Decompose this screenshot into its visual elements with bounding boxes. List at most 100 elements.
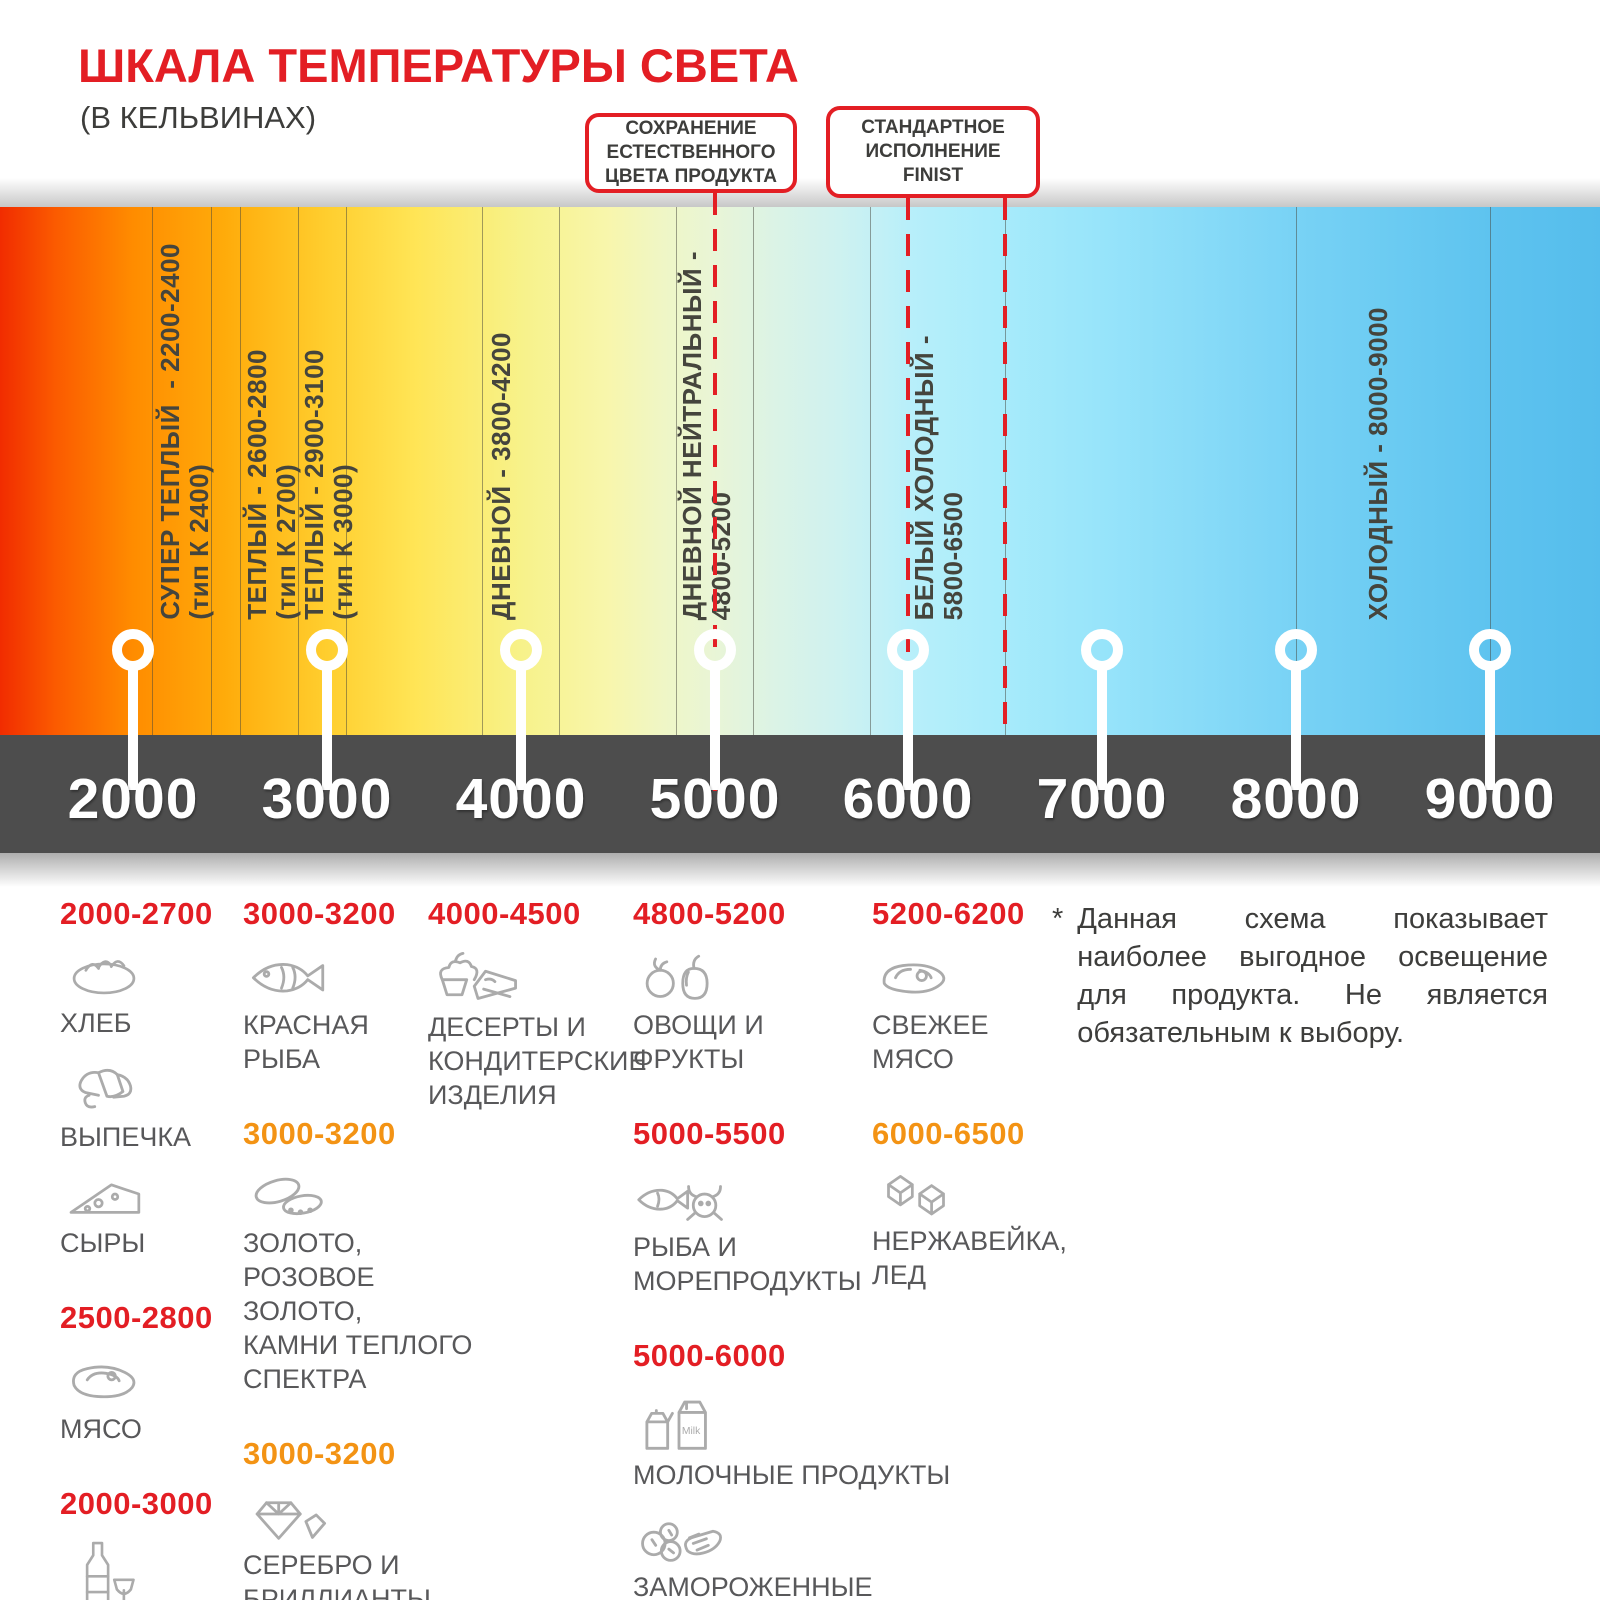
scale-marker-stem-9000k [1485,666,1495,790]
category-group: 4800-5200 ОВОЩИ И ФРУКТЫ [633,896,953,1076]
meat-icon [60,1348,245,1408]
kelvin-gradient-bar [0,207,1600,735]
category-item: КРАСНАЯ РЫБА [243,944,493,1076]
zone-label-6: ХОЛОДНЫЙ - 8000-9000 [1363,306,1393,620]
kelvin-range-heading: 2500-2800 [60,1300,213,1335]
category-item-label: МЯСО [60,1414,142,1444]
gridline-8000k [1296,207,1297,735]
kelvin-range-heading: 4000-4500 [428,896,581,931]
fresh-meat-icon [872,944,1052,1004]
category-group: 2500-2800 МЯСО [60,1300,245,1446]
axis-tick-6000: 6000 [842,767,974,831]
page-subtitle: (В КЕЛЬВИНАХ) [80,100,317,135]
category-item-label: ЗАМОРОЖЕННЫЕ ПОЛУФАБРИКАТЫ [633,1572,873,1600]
alcohol-icon [60,1534,245,1600]
axis-tick-7000: 7000 [1036,767,1168,831]
category-item: СЫРЫ [60,1166,245,1260]
gridline-4800k [676,207,677,735]
gridline-2850k [298,207,299,735]
kelvin-range-heading: 5200-6200 [872,896,1025,931]
category-group: 4000-4500 ДЕСЕРТЫ И КОНДИТЕРСКИЕ ИЗДЕЛИЯ [428,896,658,1112]
callout-finist-standard: СТАНДАРТНОЕ ИСПОЛНЕНИЕ FINIST [826,106,1040,198]
svg-text:Milk: Milk [682,1426,701,1437]
gridline-2100k [152,207,153,735]
kelvin-range-heading: 5000-6000 [633,1338,786,1373]
scale-marker-stem-4000k [516,666,526,790]
dashed-marker-line-5000k [713,193,717,792]
scale-marker-8000k [1275,629,1317,671]
category-item: РЫБА И МОРЕПРОДУКТЫ [633,1164,953,1298]
kelvin-range-heading: 3000-3200 [243,896,396,931]
callout-natural-color: СОХРАНЕНИЕ ЕСТЕСТВЕННОГО ЦВЕТА ПРОДУКТА [585,113,797,193]
scale-marker-stem-3000k [322,666,332,790]
category-column-3: 4000-4500 ДЕСЕРТЫ И КОНДИТЕРСКИЕ ИЗДЕЛИЯ [428,896,658,1152]
gridline-4200k [559,207,560,735]
category-item-label: ВЫПЕЧКА [60,1122,192,1152]
category-item-label: СЕРЕБРО И БРИЛЛИАНТЫ [243,1550,431,1600]
axis-tick-3000: 3000 [261,767,393,831]
axis-bar [0,735,1600,853]
category-item-label: ХЛЕБ [60,1008,132,1038]
category-item-label: СЫРЫ [60,1228,146,1258]
fish-icon [243,944,493,1004]
category-item: ХЛЕБ [60,944,245,1040]
page-title: ШКАЛА ТЕМПЕРАТУРЫ СВЕТА [78,39,799,92]
category-item-label: СВЕЖЕЕ МЯСО [872,1010,989,1074]
cheese-icon [60,1166,245,1222]
kelvin-range-heading: 3000-3200 [243,1116,396,1151]
axis-tick-8000: 8000 [1230,767,1362,831]
frozen-icon [633,1504,953,1566]
category-group: 2000-2700 ХЛЕБ ВЫПЕЧКА СЫРЫ [60,896,245,1260]
category-item: СЕРЕБРО И БРИЛЛИАНТЫ [243,1484,493,1600]
category-group: 3000-3200 СЕРЕБРО И БРИЛЛИАНТЫ [243,1436,493,1600]
axis-tick-9000: 9000 [1424,767,1556,831]
category-group: 2000-3000 АКОГОЛЬ [60,1486,245,1600]
category-item: АКОГОЛЬ [60,1534,245,1600]
scale-marker-5000k [694,629,736,671]
kelvin-range-heading: 5000-5500 [633,1116,786,1151]
bottom-shadow-band [0,853,1600,887]
category-item-label: ЗОЛОТО, РОЗОВОЕ ЗОЛОТО, КАМНИ ТЕПЛОГО СП… [243,1228,473,1394]
top-shadow-band [0,178,1600,207]
category-item: МЯСО [60,1348,245,1446]
kelvin-range-heading: 6000-6500 [872,1116,1025,1151]
gridline-2400k [211,207,212,735]
category-item: ДЕСЕРТЫ И КОНДИТЕРСКИЕ ИЗДЕЛИЯ [428,944,658,1112]
rings-icon [243,1164,493,1222]
category-item-label: МОЛОЧНЫЕ ПРОДУКТЫ [633,1460,951,1490]
scale-marker-2000k [112,629,154,671]
category-item: ЗОЛОТО, РОЗОВОЕ ЗОЛОТО, КАМНИ ТЕПЛОГО СП… [243,1164,493,1396]
category-item-label: ДЕСЕРТЫ И КОНДИТЕРСКИЕ ИЗДЕЛИЯ [428,1012,647,1110]
dashed-marker-line-6500k [1003,198,1007,735]
scale-marker-9000k [1469,629,1511,671]
gridline-5800k [870,207,871,735]
scale-marker-stem-8000k [1291,666,1301,790]
category-group: 3000-3200 ЗОЛОТО, РОЗОВОЕ ЗОЛОТО, КАМНИ Т… [243,1116,493,1396]
category-column-1: 2000-2700 ХЛЕБ ВЫПЕЧКА СЫРЫ 2500-2800 МЯСО 200… [60,896,245,1600]
footnote-text: Данная схема показывает наиболее выгодно… [1077,903,1548,1049]
category-item: ВЫПЕЧКА [60,1052,245,1154]
gridline-2550k [240,207,241,735]
category-group: 6000-6500 НЕРЖАВЕЙКА, ЛЕД [872,1116,1067,1292]
produce-icon [633,944,953,1004]
scale-marker-stem-2000k [128,666,138,790]
zone-label-1: ТЕПЛЫЙ - 2600-2800 (тип К 2700) [242,349,301,620]
category-item: Milk МОЛОЧНЫЕ ПРОДУКТЫ [633,1386,953,1492]
scale-marker-3000k [306,629,348,671]
category-column-5: 5200-6200 СВЕЖЕЕ МЯСО 6000-6500 НЕРЖАВЕЙКА,… [872,896,1067,1332]
category-group: 5200-6200 СВЕЖЕЕ МЯСО [872,896,1052,1076]
footnote-asterisk: * [1052,903,1064,935]
scale-marker-7000k [1081,629,1123,671]
axis-tick-2000: 2000 [67,767,199,831]
scale-marker-stem-6000k [903,666,913,790]
diamond-icon [243,1484,493,1544]
kelvin-range-heading: 4800-5200 [633,896,786,931]
category-item-label: КРАСНАЯ РЫБА [243,1010,369,1074]
category-group: 5000-5500 РЫБА И МОРЕПРОДУКТЫ [633,1116,953,1298]
scale-marker-4000k [500,629,542,671]
milk-icon: Milk [633,1386,953,1454]
category-group: 5000-6000 Milk МОЛОЧНЫЕ ПРОДУКТЫ ЗАМОРОЖЕНН… [633,1338,953,1600]
footnote: * Данная схема показывает наиболее выгод… [1052,900,1548,1052]
axis-tick-4000: 4000 [455,767,587,831]
